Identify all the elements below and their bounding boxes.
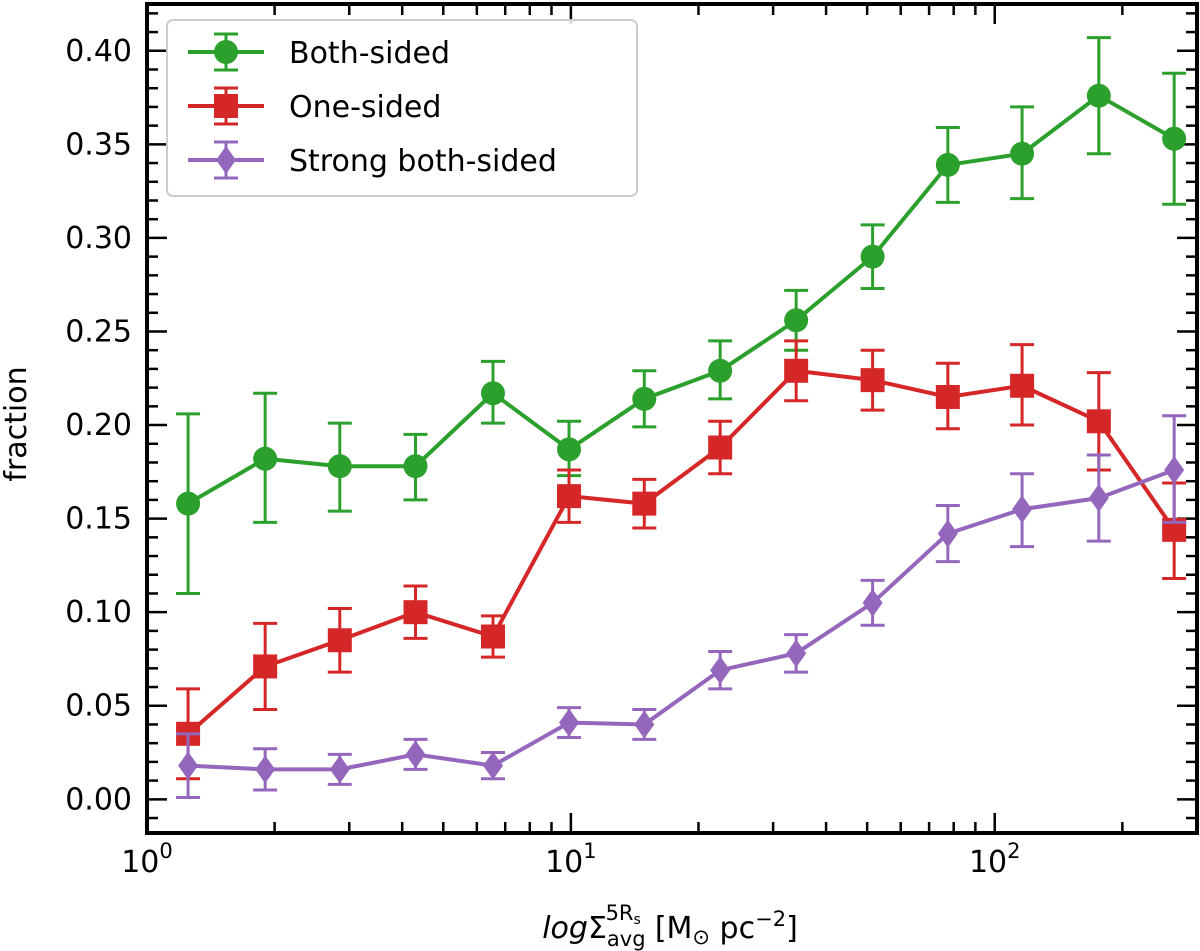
x-axis-label: logΣavg5Rs [M⊙ pc−2] — [542, 901, 798, 951]
data-point — [632, 491, 657, 516]
data-point — [708, 435, 733, 460]
plot-frame — [145, 2, 1199, 835]
data-point — [634, 710, 655, 739]
y-axis-label: fraction — [0, 366, 34, 481]
data-point — [253, 654, 278, 679]
y-tick-label: 0.15 — [65, 502, 132, 537]
plot-border — [145, 2, 1199, 835]
data-point — [935, 152, 960, 177]
series-both-sided — [176, 36, 1187, 595]
data-point — [1086, 409, 1111, 434]
x-tick-label: 100 — [121, 839, 173, 880]
x-label-units-exp: −2 — [755, 907, 786, 931]
data-point — [935, 384, 960, 409]
data-point — [557, 484, 582, 509]
data-point — [784, 358, 809, 383]
data-point — [255, 755, 276, 784]
x-label-superscript: 5R — [606, 901, 634, 925]
x-tick-label: 101 — [545, 839, 597, 880]
data-point — [403, 600, 428, 625]
data-point — [482, 751, 503, 780]
data-point — [327, 454, 352, 479]
series-group — [176, 36, 1187, 799]
y-tick-label: 0.25 — [65, 314, 132, 349]
data-point — [176, 491, 201, 516]
y-tick-label: 0.40 — [65, 34, 132, 69]
data-point — [480, 381, 505, 406]
x-label-subscript: avg — [607, 927, 646, 951]
data-point — [329, 755, 350, 784]
x-tick-label: 102 — [969, 839, 1021, 880]
series-line — [187, 93, 1176, 506]
x-label-superscript-sub: s — [634, 912, 641, 928]
x-label-prefix: log — [542, 911, 588, 946]
y-tick-label: 0.20 — [65, 408, 132, 443]
data-point — [860, 368, 885, 393]
x-label-units-close: ] — [786, 911, 798, 946]
data-point — [1010, 373, 1035, 398]
x-label-units-mid: pc — [710, 911, 755, 946]
legend-item-strong-both-sided: Strong both-sided — [188, 140, 557, 180]
legend-label: Both-sided — [289, 36, 450, 71]
series-line — [187, 468, 1175, 772]
data-point — [403, 454, 428, 479]
data-point — [480, 624, 505, 649]
data-point — [1088, 484, 1109, 513]
series-line — [186, 368, 1176, 736]
axis-ticks: 100 101 102 0.00 0.05 0.10 0.15 0.20 0.25 0.30 0.3… — [65, 4, 1199, 880]
data-point — [708, 358, 733, 383]
legend: Both-sided One-sided Strong both-sided — [166, 19, 638, 197]
data-point — [178, 751, 199, 780]
data-point — [632, 386, 657, 411]
x-label-symbol: Σ — [588, 911, 607, 946]
series-strong-both-sided — [176, 414, 1187, 799]
data-point — [557, 437, 582, 462]
data-point — [327, 628, 352, 653]
legend-marker — [214, 94, 238, 118]
x-label-units-open: [M — [655, 911, 693, 946]
legend-label: Strong both-sided — [289, 144, 557, 179]
data-point — [559, 708, 580, 737]
y-tick-label: 0.10 — [65, 595, 132, 630]
data-point — [1010, 141, 1035, 166]
y-tick-label: 0.30 — [65, 221, 132, 256]
y-tick-label: 0.00 — [65, 782, 132, 817]
data-point — [860, 244, 885, 269]
series-one-sided — [176, 339, 1187, 781]
legend-label: One-sided — [289, 90, 441, 125]
y-tick-label: 0.35 — [65, 127, 132, 162]
data-point — [1086, 83, 1111, 108]
data-point — [1012, 495, 1033, 524]
data-point — [253, 446, 278, 471]
legend-marker — [214, 40, 238, 64]
data-point — [710, 656, 731, 685]
data-point — [405, 740, 426, 769]
legend-marker — [216, 146, 236, 174]
data-point — [784, 308, 809, 333]
data-point — [862, 588, 883, 617]
legend-item-both-sided: Both-sided — [188, 32, 450, 72]
legend-box — [166, 19, 638, 197]
data-point — [1162, 126, 1187, 151]
y-tick-label: 0.05 — [65, 689, 132, 724]
data-point — [937, 519, 958, 548]
legend-item-one-sided: One-sided — [188, 86, 441, 126]
data-point — [1164, 455, 1185, 484]
x-label-units-sun: ⊙ — [692, 925, 710, 949]
data-point — [786, 639, 807, 668]
